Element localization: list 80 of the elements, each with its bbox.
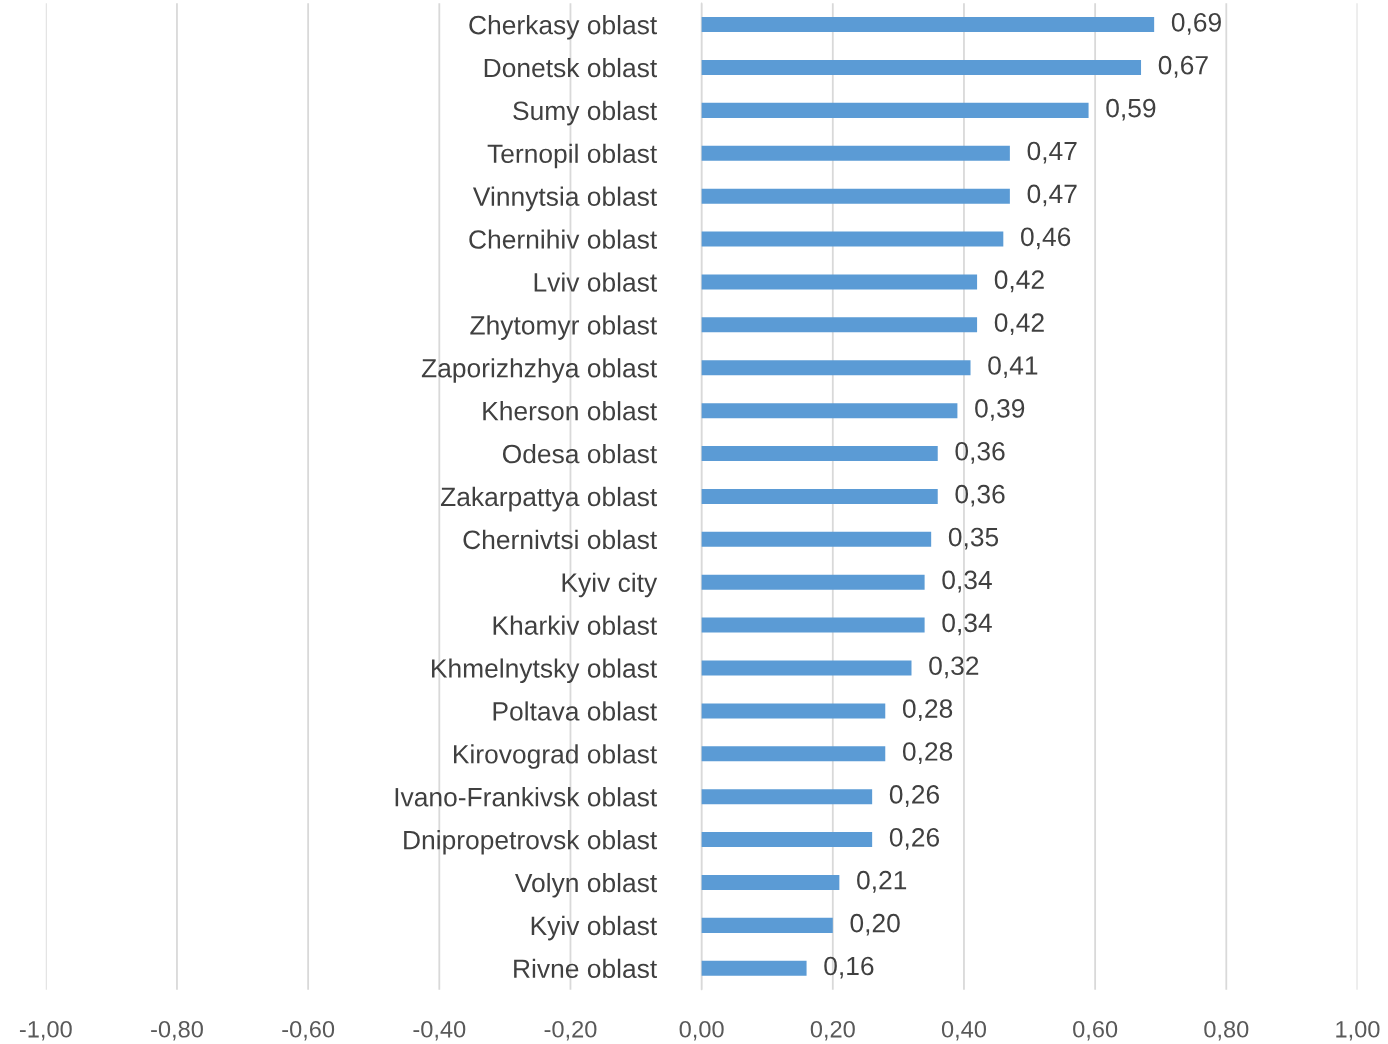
data-label: 0,41	[988, 356, 1038, 378]
data-label: 0,36	[955, 441, 1005, 464]
bar	[701, 274, 978, 290]
data-label: 0,26	[889, 785, 940, 807]
x-tick-label: 0,40	[941, 1020, 987, 1041]
bar	[701, 17, 1155, 33]
bar	[701, 703, 886, 719]
data-label: 0,42	[994, 313, 1044, 336]
data-label: 0,42	[994, 270, 1044, 293]
x-tick-label: -1,00	[19, 1020, 72, 1041]
data-label: 0,47	[1027, 141, 1077, 164]
x-tick-label: -0,60	[282, 1020, 335, 1041]
data-label: 0,39	[975, 399, 1025, 421]
data-label: 0,36	[955, 484, 1005, 507]
y-tick-label: Cherkasy oblast	[469, 15, 658, 40]
y-tick-label: Donetsk oblast	[484, 57, 658, 78]
bar	[701, 446, 938, 462]
data-label: 0,35	[948, 527, 999, 550]
y-tick-label: Ivano-Frankivsk oblast	[395, 787, 658, 807]
data-label: 0,20	[850, 913, 900, 936]
bar	[701, 59, 1142, 75]
y-tick-label: Kyiv city	[562, 572, 658, 598]
bar	[701, 917, 833, 933]
bar	[701, 145, 1010, 161]
bar	[701, 832, 873, 848]
bar	[701, 360, 971, 376]
data-label: 0,16	[824, 956, 874, 979]
data-label: 0,67	[1158, 55, 1208, 78]
data-label: 0,47	[1027, 184, 1077, 207]
x-tick-label: 0,20	[810, 1020, 855, 1041]
x-tick-label: 0,00	[679, 1020, 724, 1041]
bar	[701, 488, 938, 504]
bar	[701, 574, 925, 590]
y-tick-label: Rivne oblast	[514, 958, 657, 979]
y-tick-label: Vinnytsia oblast	[472, 186, 657, 212]
y-tick-label: Lviv oblast	[534, 272, 657, 292]
y-tick-label: Kharkiv oblast	[493, 615, 657, 635]
y-tick-label: Chernihiv oblast	[469, 229, 658, 249]
y-tick-label: Chernivtsi oblast	[463, 529, 658, 550]
bar	[701, 317, 978, 333]
y-tick-label: Ternopil oblast	[487, 143, 658, 169]
bar	[701, 617, 925, 633]
data-label: 0,32	[929, 656, 979, 679]
y-tick-label: Poltava oblast	[493, 701, 657, 721]
data-label: 0,34	[942, 613, 992, 636]
data-label: 0,28	[902, 699, 953, 722]
y-tick-label: Kyiv oblast	[531, 915, 657, 941]
y-tick-label: Khmelnytsky oblast	[432, 658, 658, 684]
data-label: 0,28	[902, 742, 953, 764]
x-tick-label: 1,00	[1336, 1020, 1380, 1041]
data-label: 0,34	[942, 570, 992, 593]
bar	[701, 403, 958, 419]
x-tick-label: 0,60	[1073, 1020, 1118, 1041]
y-tick-label: Kherson oblast	[483, 401, 658, 421]
y-tick-label: Dnipropetrovsk oblast	[404, 830, 658, 855]
bar	[701, 188, 1010, 204]
y-tick-label: Zakarpattya oblast	[440, 486, 658, 512]
y-tick-label: Kirovograd oblast	[454, 744, 658, 769]
bar	[701, 789, 873, 805]
x-tick-label: -0,40	[413, 1020, 466, 1041]
y-tick-label: Odesa oblast	[502, 443, 658, 464]
x-tick-label: -0,20	[544, 1020, 597, 1041]
bar	[701, 531, 932, 547]
data-label: 0,26	[889, 827, 940, 850]
x-tick-label: 0,80	[1204, 1020, 1249, 1041]
bar	[701, 102, 1089, 118]
data-label: 0,59	[1106, 98, 1156, 121]
data-label: 0,69	[1171, 12, 1221, 35]
bar	[701, 231, 1004, 247]
x-tick-label: -0,80	[151, 1020, 203, 1041]
bar	[701, 960, 807, 976]
y-tick-label: Zhytomyr oblast	[470, 315, 658, 340]
bar	[701, 660, 912, 676]
y-tick-label: Volyn oblast	[515, 872, 657, 898]
bar	[701, 874, 840, 890]
data-label: 0,46	[1021, 227, 1071, 250]
bar	[701, 746, 886, 762]
y-tick-label: Zaporizhzhya oblast	[421, 358, 658, 383]
data-label: 0,21	[857, 870, 907, 893]
y-tick-label: Sumy oblast	[513, 100, 657, 126]
